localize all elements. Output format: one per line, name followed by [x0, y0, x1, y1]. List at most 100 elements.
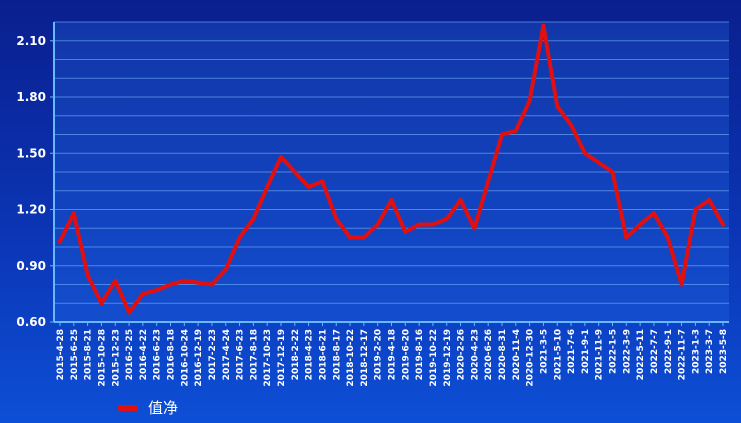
x-tick-label: 2023-5-8: [719, 329, 729, 374]
data-point: [721, 222, 725, 227]
x-tick-label: 2022-3-9: [622, 329, 632, 374]
data-point: [320, 179, 325, 184]
x-tick-label: 2018-12-17: [360, 329, 370, 387]
data-point: [555, 104, 560, 109]
x-tick-label: 2016-6-23: [153, 329, 163, 380]
data-point: [513, 128, 518, 133]
data-point: [168, 282, 173, 287]
data-point: [417, 222, 422, 227]
y-tick-label: 0.60: [16, 315, 46, 329]
x-tick-label: 2019-10-22: [429, 329, 439, 387]
data-point: [569, 123, 574, 128]
data-point: [113, 278, 118, 283]
data-point: [223, 267, 228, 272]
x-tick-label: 2020-8-31: [498, 329, 508, 380]
data-point: [582, 151, 587, 156]
x-tick-label: 2021-5-10: [553, 329, 563, 380]
data-point: [182, 278, 187, 283]
data-point: [58, 239, 62, 244]
x-tick-label: 2016-2-25: [125, 329, 135, 380]
x-tick-label: 2017-6-23: [236, 329, 246, 380]
data-point: [596, 160, 601, 165]
data-point: [209, 282, 214, 287]
x-tick-label: 2016-10-24: [180, 329, 190, 387]
x-tick-label: 2017-2-23: [208, 329, 218, 380]
x-tick-label: 2018-2-22: [291, 329, 301, 380]
x-tick-label: 2021-11-9: [595, 329, 605, 380]
x-tick-label: 2019-8-16: [415, 329, 425, 380]
x-tick-label: 2016-4-22: [139, 329, 149, 380]
data-point: [140, 291, 145, 296]
data-point: [154, 288, 159, 293]
x-tick-label: 2018-6-21: [318, 329, 328, 380]
x-tick-label: 2022-5-11: [636, 329, 646, 380]
x-tick-label: 2023-1-3: [691, 329, 701, 374]
legend-label: 值净: [148, 399, 179, 417]
data-point: [403, 230, 408, 234]
x-tick-label: 2015-8-21: [84, 329, 94, 380]
data-point: [458, 198, 463, 203]
data-point: [500, 132, 504, 137]
y-tick-label: 2.10: [16, 34, 46, 48]
x-tick-label: 2022-7-7: [650, 329, 660, 374]
legend-swatch: [118, 404, 138, 411]
x-tick-label: 2015-4-28: [56, 329, 66, 380]
y-axis: 0.60 0.90 1.20 1.50 1.80 2.10: [16, 22, 55, 329]
data-point: [71, 211, 76, 216]
data-point: [444, 216, 449, 221]
x-tick-label: 2021-9-1: [581, 329, 591, 374]
x-tick-label: 2022-9-1: [664, 329, 674, 374]
data-point: [707, 198, 712, 203]
x-tick-label: 2023-3-7: [705, 329, 715, 374]
x-tick-label: 2015-6-25: [70, 329, 80, 380]
data-point: [430, 222, 435, 227]
x-tick-label: 2015-12-23: [111, 329, 121, 387]
x-tick-label: 2020-6-26: [484, 329, 494, 380]
x-tick-label: 2020-12-30: [526, 329, 536, 387]
data-point: [541, 23, 546, 28]
data-point: [251, 216, 256, 221]
data-point: [237, 235, 242, 240]
x-tick-label: 2016-8-18: [167, 329, 177, 380]
data-point: [651, 211, 656, 216]
x-tick-label: 2017-4-24: [222, 329, 232, 380]
x-tick-label: 2021-3-5: [539, 329, 549, 374]
data-point: [279, 155, 283, 159]
y-tick-label: 1.80: [16, 90, 46, 104]
x-tick-label: 2019-12-19: [443, 329, 453, 387]
data-point: [679, 282, 684, 287]
data-point: [610, 170, 615, 174]
x-tick-label: 2022-1-5: [609, 329, 619, 374]
data-point: [375, 222, 380, 227]
data-point: [292, 170, 297, 174]
data-point: [693, 207, 698, 212]
y-tick-label: 1.20: [16, 203, 46, 217]
x-tick-label: 2017-12-19: [277, 329, 287, 387]
data-point: [638, 222, 643, 227]
data-point: [527, 98, 532, 103]
data-point: [486, 179, 491, 184]
x-tick-label: 2020-2-26: [457, 329, 467, 380]
x-tick-label: 2020-4-23: [470, 329, 480, 380]
data-point: [196, 280, 201, 285]
data-point: [99, 301, 104, 306]
data-point: [306, 185, 311, 189]
x-tick-label: 2018-8-17: [332, 329, 342, 380]
data-point: [348, 235, 353, 240]
data-point: [85, 273, 90, 278]
x-tick-label: 2017-10-23: [263, 329, 273, 387]
legend: 值净: [118, 397, 178, 418]
x-axis: 2015-4-28 2015-6-25 2015-8-21 2015-10-28 201…: [54, 321, 729, 387]
x-tick-label: 2016-12-19: [194, 329, 204, 387]
x-tick-label: 2022-11-7: [678, 329, 688, 380]
y-tick-label: 1.50: [16, 146, 46, 160]
x-tick-label: 2015-10-28: [97, 329, 107, 387]
data-point: [665, 235, 670, 240]
data-point: [389, 198, 394, 203]
data-point: [265, 185, 270, 189]
series-group: [58, 23, 725, 315]
data-point: [624, 235, 629, 240]
x-tick-label: 2017-8-18: [249, 329, 259, 380]
x-tick-label: 2021-7-6: [567, 329, 577, 374]
